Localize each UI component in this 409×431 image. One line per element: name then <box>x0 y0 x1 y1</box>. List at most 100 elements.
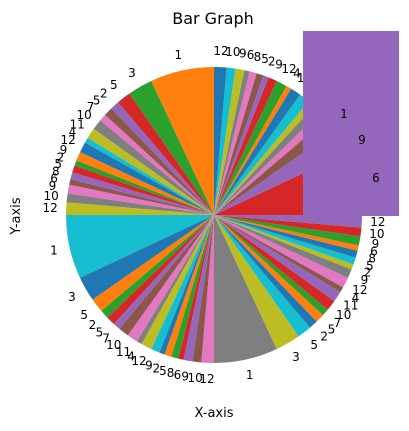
pie-slice-label: 2 <box>364 266 372 280</box>
pie-slice <box>214 73 264 215</box>
pie-slice <box>214 85 292 215</box>
pie-slice-label: 4 <box>293 67 301 81</box>
overlay-label: 6 <box>372 171 380 185</box>
pie-slice-label: 6 <box>247 48 255 62</box>
pie-slice-label: 10 <box>106 338 121 352</box>
pie-slice-label: 5 <box>159 364 167 378</box>
y-axis-label: Y-axis <box>9 197 24 235</box>
pie-slice <box>214 68 245 215</box>
pie-slice-label: 5 <box>80 308 88 322</box>
pie-slice-label: 9 <box>372 237 380 251</box>
pie-slice-label: 2 <box>100 87 108 101</box>
pie-slice <box>72 165 214 215</box>
pie-slice-label: 12 <box>213 44 228 58</box>
pie-slice-label: 2 <box>152 362 160 376</box>
pie-slice <box>214 215 349 288</box>
pie-slice-label: 11 <box>343 299 358 313</box>
pie-slice-label: 12 <box>131 354 146 368</box>
pie-slice <box>183 215 214 362</box>
pie-slice <box>214 215 335 310</box>
pie-slice <box>214 105 321 215</box>
pie-slice-label: 7 <box>334 316 342 330</box>
pie-slice <box>66 202 214 215</box>
pie-slice-label: 3 <box>128 66 136 80</box>
pie-slice-label: 5 <box>96 325 104 339</box>
pie-slice <box>129 80 214 216</box>
pie-slice-label: 9 <box>145 359 153 373</box>
pie-slice <box>214 215 344 293</box>
pie-slice <box>214 67 236 215</box>
pie-slice-label: 9 <box>60 143 68 157</box>
pie-slice-label: 10 <box>77 108 92 122</box>
pie-slice <box>214 215 324 322</box>
pie-slice <box>192 215 214 363</box>
pie-slice <box>214 215 362 237</box>
pie-slice-label: 3 <box>292 350 300 364</box>
pie-slice <box>92 215 214 312</box>
pie-slice <box>214 215 328 316</box>
pie-slice <box>70 172 215 215</box>
pie-slice <box>201 215 214 363</box>
pie-slice-label: 10 <box>369 227 384 241</box>
pie-slice-label: 1 <box>174 48 182 62</box>
pie-slice <box>214 215 317 328</box>
pie-slice <box>214 67 227 215</box>
chart-title: Bar Graph <box>172 9 254 28</box>
pie-slice-label: 5 <box>328 323 336 337</box>
pie-slice <box>84 137 214 215</box>
pie-slice-labels: 1352571011412925869101213525710114129258… <box>42 44 385 386</box>
pie-slice <box>69 179 214 215</box>
pie-slice <box>104 108 214 215</box>
pie-slice-label: 5 <box>54 157 62 171</box>
pie-slice-label: 9 <box>361 273 369 287</box>
pie-slice-label: 9 <box>49 179 57 193</box>
pie-slice <box>214 215 359 251</box>
legend-overlay-box <box>303 31 399 216</box>
pie-slice-label: 12 <box>199 372 214 386</box>
pie-slice <box>214 215 341 302</box>
pie-slice <box>66 215 214 278</box>
pie-slice-label: 6 <box>174 368 182 382</box>
pie-slice-label: 6 <box>370 245 378 259</box>
pie-slice <box>164 215 214 357</box>
pie-slice-label: 8 <box>368 251 376 265</box>
pie-slice <box>214 215 311 337</box>
pie-slice-label: 9 <box>181 370 189 384</box>
pie-slice-label: 5 <box>261 52 269 66</box>
pie-slice <box>214 215 356 265</box>
pie-slice-label: 9 <box>239 47 247 61</box>
legend-overlay-labels: 19 6 <box>340 107 380 185</box>
pie-slice <box>117 93 214 215</box>
pie-slice-label: 5 <box>310 338 318 352</box>
pie-slice <box>113 215 214 329</box>
pie-slice-label: 10 <box>43 189 58 203</box>
pie-slice-label: 6 <box>50 171 58 185</box>
pie-slice <box>76 152 214 215</box>
pie-slice <box>214 75 269 216</box>
pie-slice-label: 2 <box>268 55 276 69</box>
pie-slice-label: 7 <box>87 100 95 114</box>
pie-slice <box>74 160 215 215</box>
pie-slice <box>214 215 277 363</box>
pie-slice <box>214 80 287 216</box>
pie-slice-label: 8 <box>52 165 60 179</box>
pie-slice-label: 1 <box>246 368 254 382</box>
pie-slice-label: 2 <box>320 330 328 344</box>
pie-slice-label: 7 <box>102 332 110 346</box>
pie-slice <box>119 215 214 336</box>
pie-slice-label: 2 <box>57 150 65 164</box>
pie-slice <box>151 67 214 215</box>
pie-slice <box>214 215 358 258</box>
pie-slice <box>151 215 214 353</box>
x-axis-label: X-axis <box>195 406 234 421</box>
pie-slice <box>101 215 214 318</box>
pie-slice <box>214 215 361 246</box>
pie-slice <box>171 215 214 359</box>
pie-slice <box>178 215 214 360</box>
pie-slice-label: 5 <box>110 78 118 92</box>
pie-slice-label: 5 <box>366 259 374 273</box>
overlay-label: 9 <box>358 133 366 147</box>
pie-slice <box>214 101 315 215</box>
pie-slice <box>214 94 309 215</box>
